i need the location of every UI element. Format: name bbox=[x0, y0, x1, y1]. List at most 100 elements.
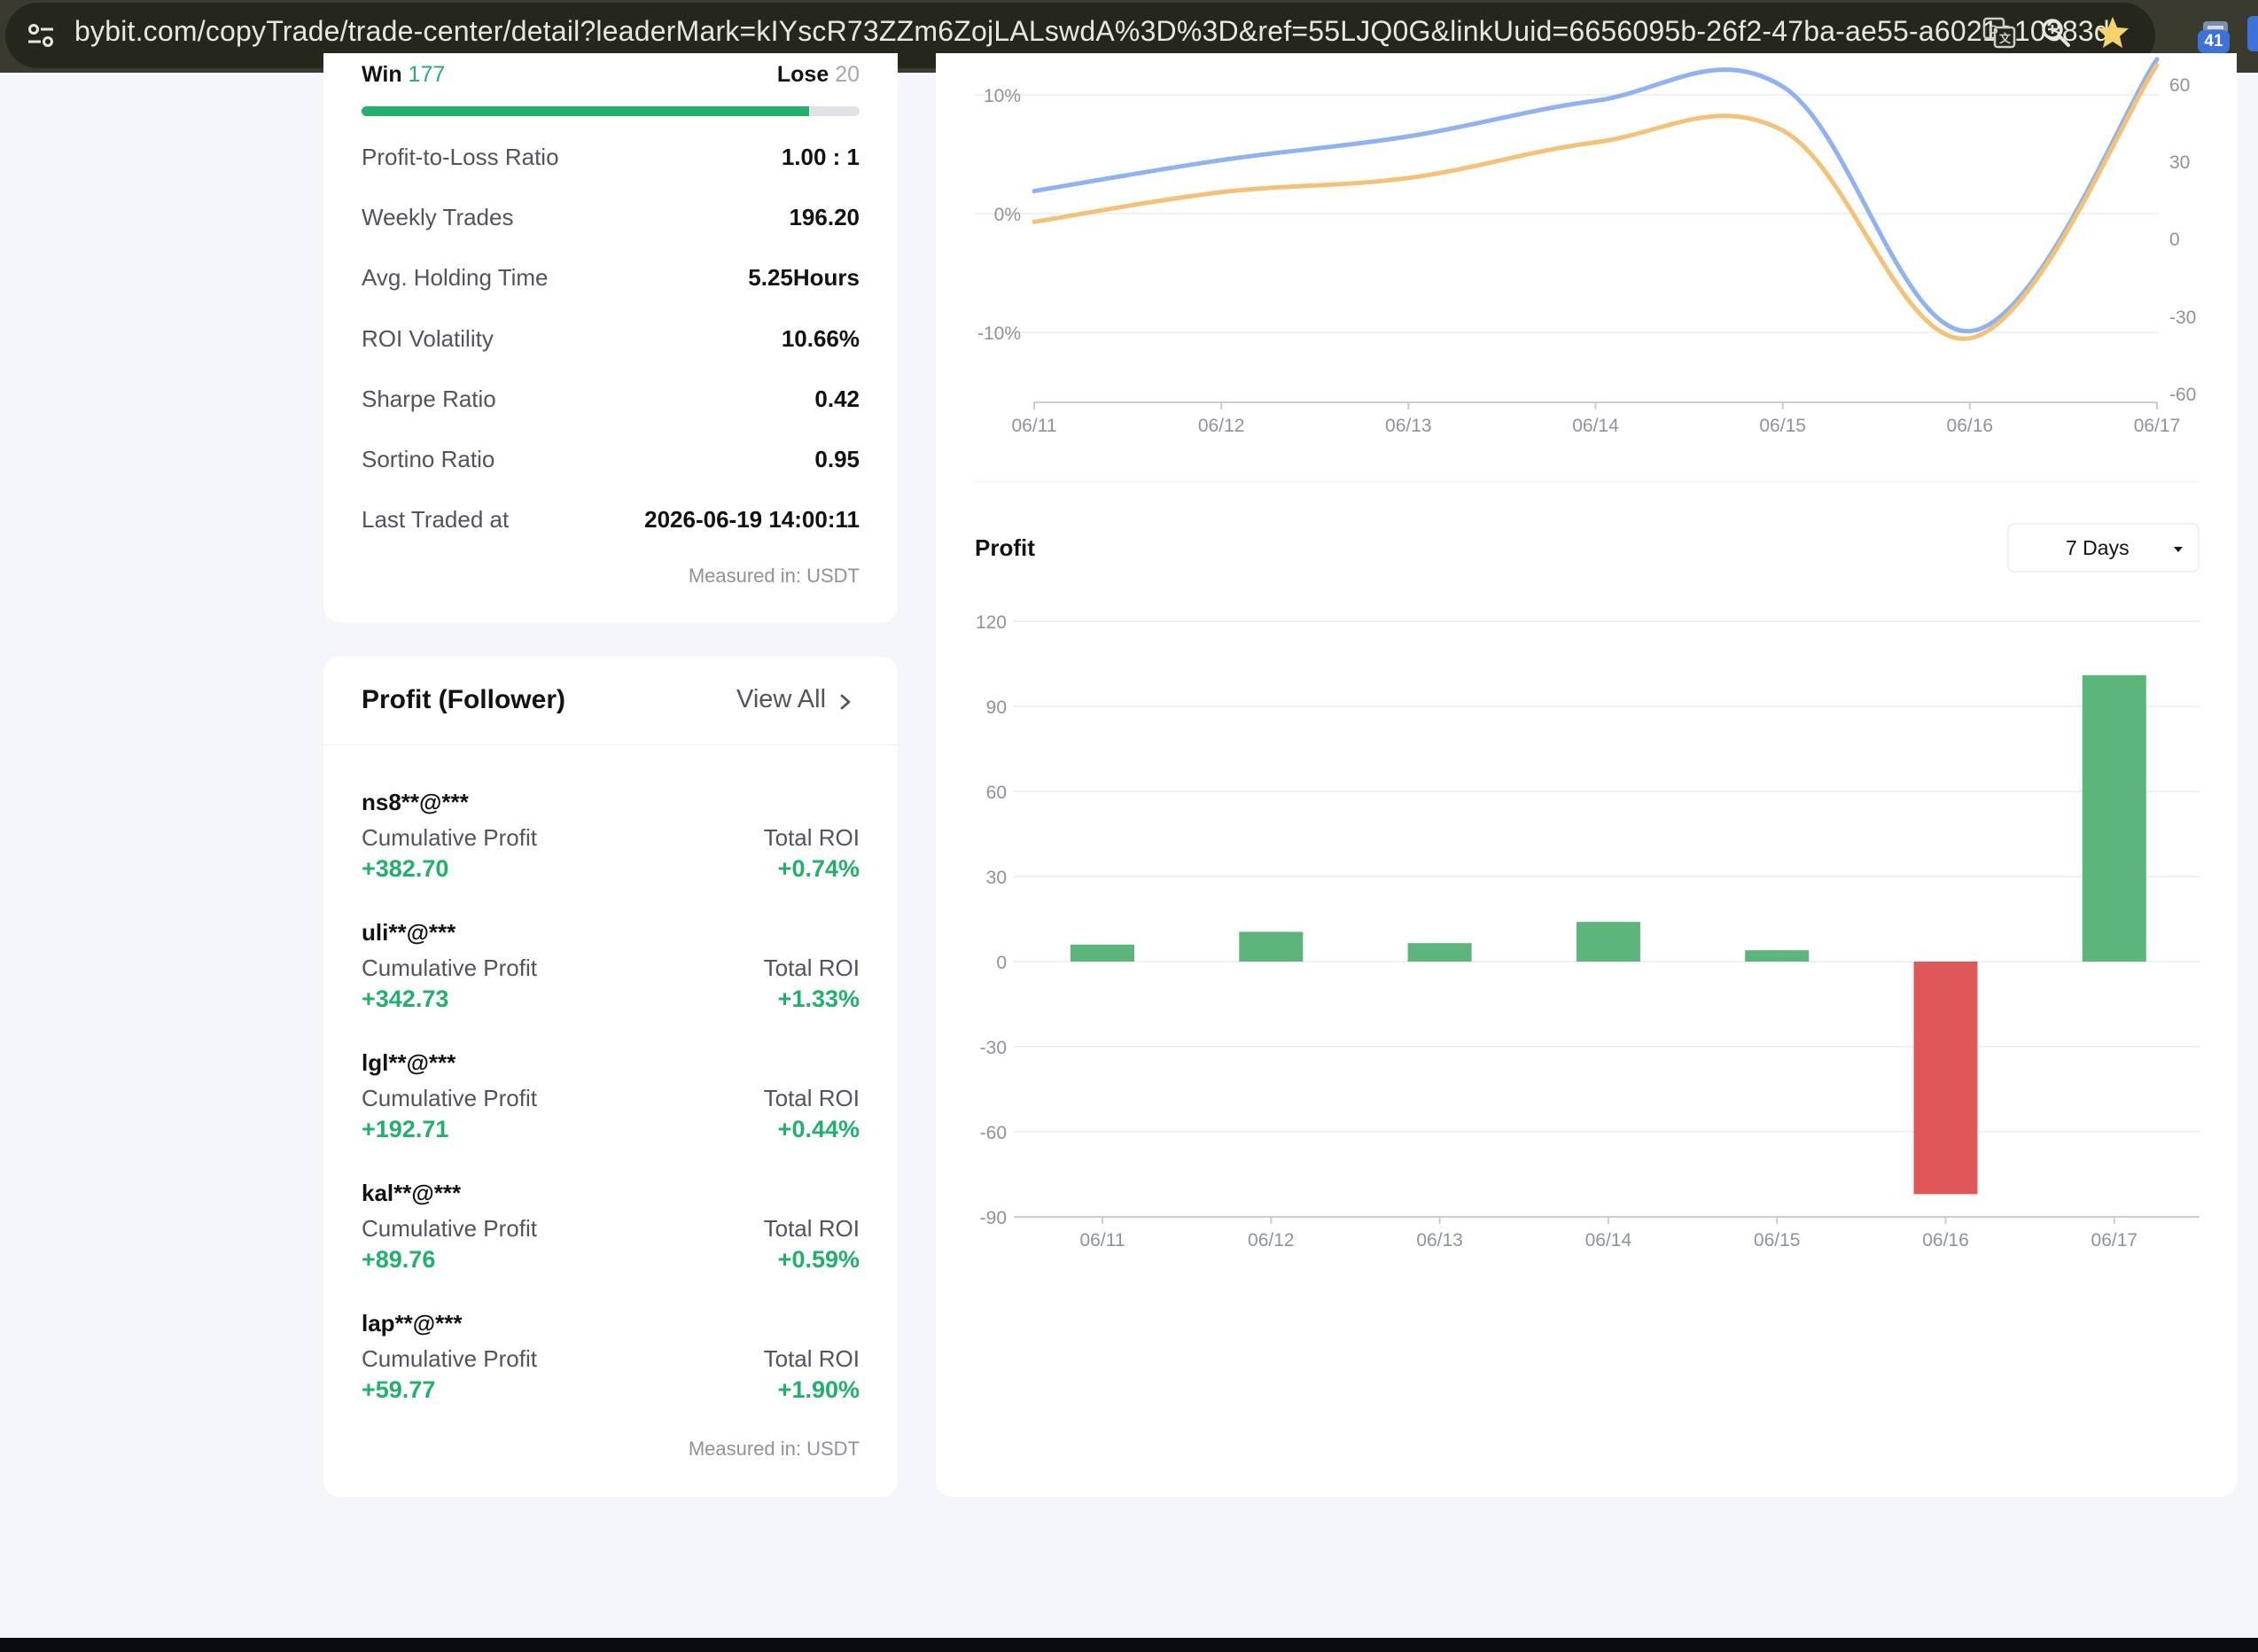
profit-bar bbox=[1576, 922, 1640, 962]
stat-row: Profit-to-Loss Ratio 1.00 : 1 bbox=[362, 144, 860, 179]
follower-name: uli**@*** bbox=[362, 919, 456, 946]
profit-bar bbox=[2082, 674, 2146, 962]
total-roi-value: +1.33% bbox=[777, 986, 860, 1012]
follower-name: lgl**@*** bbox=[362, 1049, 456, 1076]
stat-label: Avg. Holding Time bbox=[362, 264, 549, 291]
url-text[interactable]: bybit.com/copyTrade/trade-center/detail?… bbox=[74, 15, 2110, 47]
translate-icon[interactable]: G 文 bbox=[1980, 13, 2019, 52]
right-axis-tick: -30 bbox=[2169, 308, 2196, 328]
lose-count: Lose 20 bbox=[776, 62, 860, 87]
stat-label: Sharpe Ratio bbox=[362, 386, 496, 412]
period-select-value: 7 Days bbox=[2066, 536, 2130, 559]
cumulative-profit-label: Cumulative Profit bbox=[362, 955, 537, 981]
profit-bar bbox=[1239, 931, 1304, 962]
chevron-right-icon[interactable] bbox=[837, 689, 856, 715]
stat-label: Weekly Trades bbox=[362, 204, 514, 230]
stat-label: Profit-to-Loss Ratio bbox=[362, 144, 559, 170]
total-roi-value: +0.44% bbox=[777, 1116, 860, 1142]
cumulative-profit-value: +382.70 bbox=[362, 855, 449, 882]
browser-toolbar: bybit.com/copyTrade/trade-center/detail?… bbox=[0, 0, 2258, 73]
stat-row: Avg. Holding Time 5.25Hours bbox=[362, 264, 860, 300]
follower-list-item[interactable]: ns8**@*** Cumulative Profit Total ROI +382.… bbox=[362, 789, 860, 913]
stat-row: ROI Volatility 10.66% bbox=[362, 325, 860, 361]
profit-bar bbox=[1071, 944, 1134, 962]
stat-row: Sortino Ratio 0.95 bbox=[362, 446, 860, 481]
follower-list-item[interactable]: kal**@*** Cumulative Profit Total ROI +89.7… bbox=[362, 1180, 860, 1304]
cumulative-profit-value: +342.73 bbox=[362, 986, 449, 1012]
follower-list-item[interactable]: lgl**@*** Cumulative Profit Total ROI +192.… bbox=[362, 1049, 860, 1173]
follower-profit-card bbox=[323, 657, 898, 1497]
stat-value: 0.42 bbox=[814, 386, 860, 412]
svg-text:G: G bbox=[1989, 22, 1998, 36]
stats-measured-note: Measured in: USDT bbox=[688, 565, 860, 587]
y-axis-tick: 120 bbox=[976, 612, 1007, 633]
right-axis-tick: 60 bbox=[2169, 75, 2190, 96]
total-roi-label: Total ROI bbox=[763, 1345, 860, 1372]
roi-pnl-line-chart: 10% 0% -10% 60 30 0 -30 -60 06/11 06/12 06/13 06/14… bbox=[975, 57, 2196, 436]
x-axis-tick: 06/13 bbox=[1416, 1230, 1463, 1251]
stat-value: 0.95 bbox=[814, 446, 860, 472]
address-bar[interactable]: bybit.com/copyTrade/trade-center/detail?… bbox=[5, 3, 2155, 68]
x-axis-tick: 06/15 bbox=[1759, 416, 1806, 436]
right-axis-tick: 0 bbox=[2169, 230, 2180, 250]
stat-row: Last Traded at 2026-06-19 14:00:11 bbox=[362, 506, 860, 542]
x-axis-tick: 06/14 bbox=[1585, 1230, 1632, 1251]
win-count: Win 177 bbox=[362, 62, 446, 87]
y-axis-tick: -30 bbox=[980, 1038, 1007, 1058]
right-axis-tick: -60 bbox=[2169, 385, 2196, 405]
view-all-link[interactable]: View All bbox=[736, 685, 827, 713]
total-roi-label: Total ROI bbox=[763, 955, 860, 981]
cumulative-profit-value: +89.76 bbox=[362, 1246, 436, 1273]
y-axis-tick: 60 bbox=[986, 783, 1007, 803]
x-axis-tick: 06/17 bbox=[2091, 1230, 2138, 1251]
total-roi-value: +1.90% bbox=[777, 1376, 860, 1403]
left-axis-tick: 10% bbox=[984, 86, 1021, 106]
bookmark-star-icon[interactable] bbox=[2093, 13, 2132, 52]
cumulative-profit-label: Cumulative Profit bbox=[362, 1215, 537, 1242]
series-line bbox=[1032, 63, 2160, 341]
follower-measured-note: Measured in: USDT bbox=[688, 1438, 860, 1460]
cumulative-profit-label: Cumulative Profit bbox=[362, 824, 537, 851]
x-axis-tick: 06/12 bbox=[1198, 416, 1245, 436]
trader-stats-card bbox=[323, 53, 898, 622]
follower-name: ns8**@*** bbox=[362, 789, 469, 815]
x-axis-tick: 06/12 bbox=[1248, 1230, 1295, 1251]
follower-list-item[interactable]: lap**@*** Cumulative Profit Total ROI +59.7… bbox=[362, 1310, 860, 1434]
profit-bar bbox=[1745, 950, 1810, 962]
caret-down-icon bbox=[2174, 547, 2183, 552]
y-axis-tick: 30 bbox=[986, 868, 1007, 888]
total-roi-label: Total ROI bbox=[763, 824, 860, 851]
x-axis-tick: 06/14 bbox=[1572, 416, 1619, 436]
period-select[interactable]: 7 Days bbox=[2007, 523, 2200, 573]
total-roi-value: +0.59% bbox=[777, 1246, 860, 1273]
y-axis-tick: -60 bbox=[980, 1123, 1007, 1143]
stat-value: 5.25Hours bbox=[748, 264, 860, 291]
extension-edge-icon[interactable] bbox=[2247, 16, 2258, 51]
site-info-icon[interactable] bbox=[23, 18, 58, 53]
zoom-icon[interactable] bbox=[2036, 13, 2075, 52]
follower-name: kal**@*** bbox=[362, 1180, 462, 1206]
cumulative-profit-value: +192.71 bbox=[362, 1116, 449, 1142]
x-axis-tick: 06/11 bbox=[1012, 416, 1057, 436]
stat-label: Sortino Ratio bbox=[362, 446, 495, 472]
follower-list-item[interactable]: uli**@*** Cumulative Profit Total ROI +342.… bbox=[362, 919, 860, 1043]
cumulative-profit-value: +59.77 bbox=[362, 1376, 436, 1403]
win-rate-bar bbox=[362, 106, 860, 116]
x-axis-tick: 06/15 bbox=[1754, 1230, 1801, 1251]
x-axis-tick: 06/16 bbox=[1947, 416, 1994, 436]
profit-bar bbox=[1913, 962, 1978, 1195]
total-roi-value: +0.74% bbox=[777, 855, 860, 882]
profit-section-title: Profit bbox=[975, 534, 1035, 561]
follower-name: lap**@*** bbox=[362, 1310, 463, 1336]
x-axis-tick: 06/11 bbox=[1080, 1230, 1125, 1251]
y-axis-tick: 0 bbox=[996, 953, 1007, 973]
y-axis-tick: 90 bbox=[986, 697, 1007, 718]
y-axis-tick: -90 bbox=[980, 1208, 1007, 1228]
cumulative-profit-label: Cumulative Profit bbox=[362, 1085, 537, 1111]
stat-value: 1.00 : 1 bbox=[781, 144, 860, 170]
extension-count-badge: 41 bbox=[2198, 30, 2230, 53]
stat-row: Weekly Trades 196.20 bbox=[362, 204, 860, 239]
stat-label: ROI Volatility bbox=[362, 325, 494, 352]
stat-row: Sharpe Ratio 0.42 bbox=[362, 386, 860, 421]
series-line bbox=[1032, 57, 2160, 334]
